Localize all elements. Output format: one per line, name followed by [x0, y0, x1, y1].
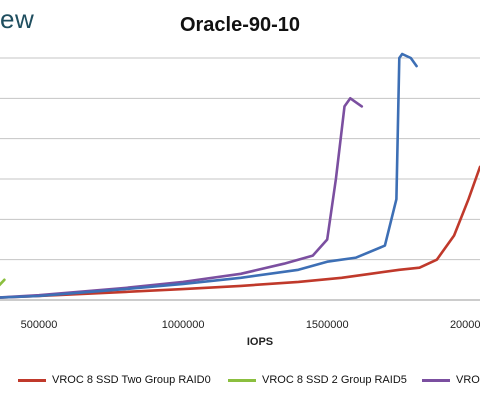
legend-item-raid0: VROC 8 SSD Two Group RAID0	[18, 374, 211, 386]
x-tick-label: 1000000	[162, 319, 205, 331]
chart-title: Oracle-90-10	[179, 14, 301, 36]
x-axis-label: IOPS	[246, 336, 274, 348]
legend-label-raid0: VROC 8 SSD Two Group RAID0	[52, 374, 211, 387]
legend-label-vroc: VROC	[456, 374, 480, 387]
x-tick-label: 2000000	[450, 319, 480, 331]
legend-swatch-raid0	[18, 378, 46, 382]
legend-swatch-raid5	[228, 378, 256, 382]
legend-label-raid5: VROC 8 SSD 2 Group RAID5	[262, 374, 407, 387]
legend-item-raid5: VROC 8 SSD 2 Group RAID5	[228, 374, 407, 386]
series-line-1	[0, 278, 6, 287]
x-axis: 500000 1000000 1500000 2000000	[21, 319, 480, 331]
x-tick-label: 500000	[21, 319, 58, 331]
series-lines	[0, 52, 480, 299]
legend-swatch-vroc	[422, 378, 450, 382]
gridlines	[0, 57, 480, 301]
brand-logo-fragment: ew	[0, 4, 35, 34]
series-line-3	[0, 52, 418, 299]
legend-item-vroc: VROC	[422, 374, 480, 386]
series-line-0	[0, 165, 480, 299]
x-tick-label: 1500000	[306, 319, 349, 331]
